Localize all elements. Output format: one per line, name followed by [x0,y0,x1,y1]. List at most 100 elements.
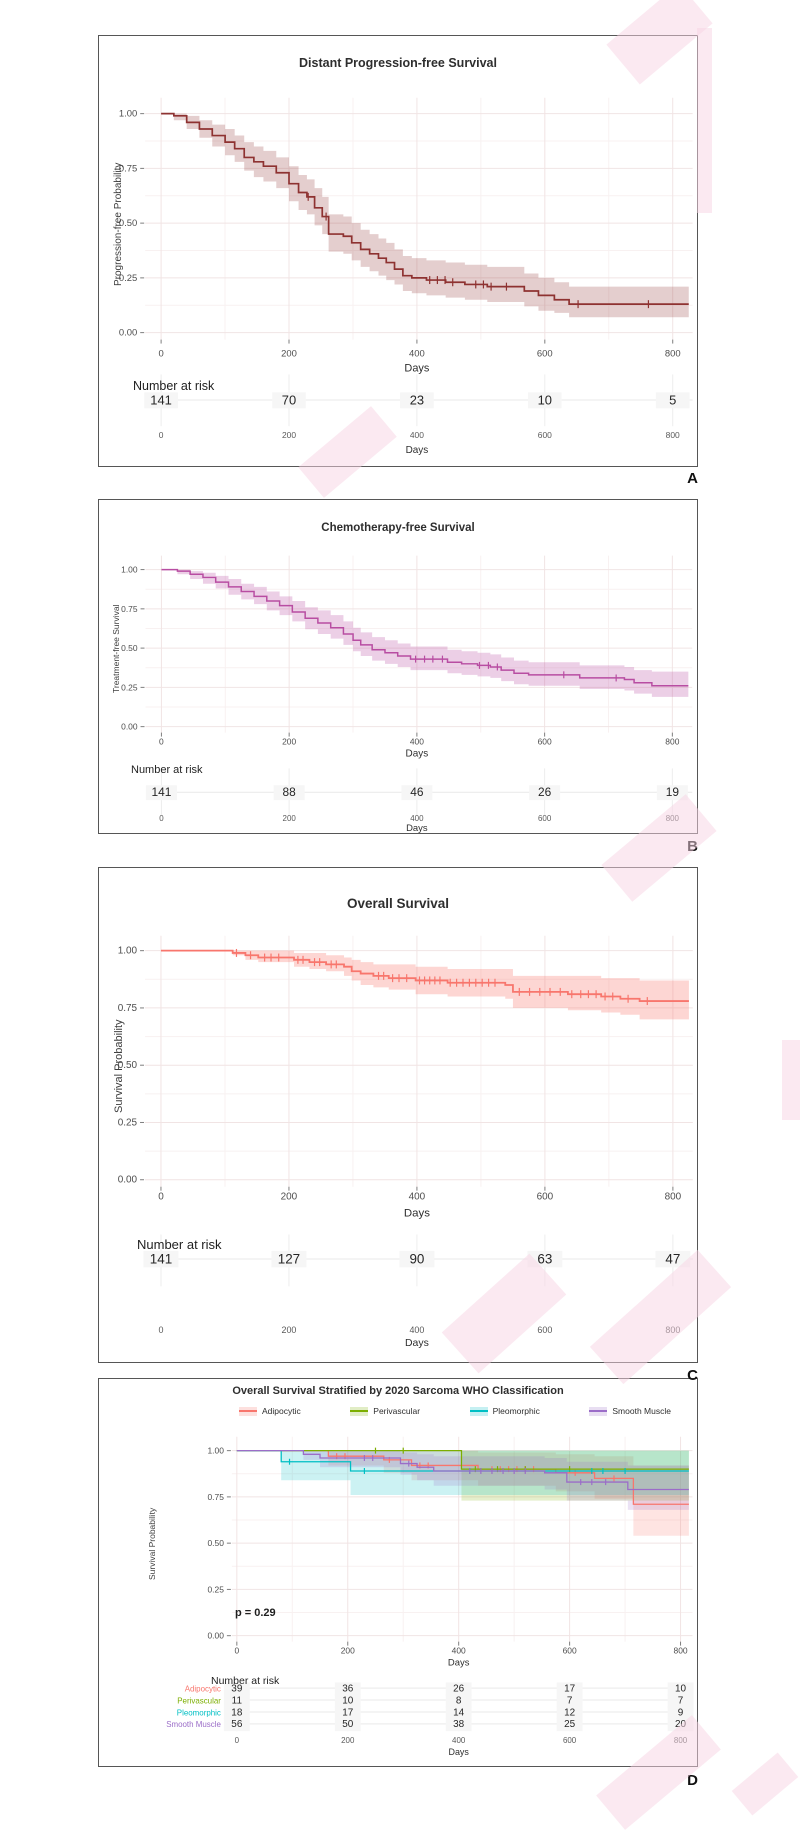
panel-a-title: Distant Progression-free Survival [299,56,497,70]
panel-c-y-axis-label: Survival Probability [113,1019,125,1113]
risk-axis-tick-label: 800 [666,814,680,823]
x-tick-label: 200 [281,349,297,360]
x-tick-label: 0 [234,1646,239,1656]
risk-count: 26 [453,1683,465,1694]
risk-count: 47 [665,1251,680,1266]
risk-count: 46 [410,785,424,799]
legend-label: Pleomorphic [492,1406,540,1416]
risk-count-bg [271,1250,307,1268]
legend-swatch-icon [469,1406,488,1416]
x-tick-label: 600 [563,1646,577,1656]
risk-axis-tick-label: 400 [410,430,424,440]
risk-count-bg [445,1682,472,1696]
panel-a-risk-header: Number at risk [133,379,215,393]
risk-count: 141 [150,1251,172,1266]
x-tick-label: 800 [665,349,681,360]
risk-count: 23 [410,392,424,407]
y-tick-label: 0.00 [207,1631,224,1641]
y-tick-label: 1.00 [207,1446,224,1456]
risk-count: 88 [283,785,297,799]
risk-count: 50 [342,1719,354,1730]
risk-axis-tick-label: 400 [409,1325,424,1335]
x-tick-label: 400 [409,1192,426,1203]
x-tick-label: 0 [159,737,164,747]
panel-d-title: Overall Survival Stratified by 2020 Sarc… [232,1385,564,1397]
risk-count-bg [400,392,434,409]
x-tick-label: 600 [537,349,553,360]
risk-axis-label: Days [405,1338,429,1349]
risk-count: 70 [282,392,296,407]
legend-swatch-icon [350,1406,369,1416]
legend-swatch-icon [239,1406,257,1416]
survival-curve [160,949,689,1002]
panel-a: 0 200 400 600 800 Days 1.00 0.75 0.50 0.25 0.00 141… [98,35,698,467]
y-tick-label: 0.50 [207,1538,224,1548]
y-tick-label: 0.00 [118,1175,138,1186]
risk-count-bg [334,1682,361,1696]
risk-count: 141 [150,392,172,407]
watermark-shape [731,1752,799,1816]
risk-count-bg [334,1718,361,1732]
p-value-annotation: p = 0.29 [235,1607,276,1619]
confidence-band [161,569,689,697]
risk-count: 127 [278,1251,300,1266]
risk-count: 11 [232,1695,243,1706]
risk-axis-tick-label: 200 [283,814,297,823]
risk-count: 19 [666,785,680,799]
risk-axis-tick-label: 600 [563,1736,577,1745]
y-tick-label: 0.75 [119,163,137,174]
risk-axis-tick-label: 400 [410,814,424,823]
legend-label: Perivascular [373,1406,421,1416]
y-tick-label: 0.50 [119,218,137,229]
panel-c-risk-header: Number at risk [137,1237,222,1252]
y-tick-label: 0.00 [119,328,137,339]
y-tick-label: 1.00 [118,946,138,957]
x-tick-label: 600 [537,1192,554,1203]
panel-d-y-axis-label: Survival Probability [147,1507,157,1581]
survival-curve [236,1449,689,1470]
risk-count-bg [445,1706,472,1720]
x-tick-label: 200 [341,1646,355,1656]
x-axis-label: Days [406,748,429,759]
risk-count: 26 [538,785,552,799]
risk-count-bg [655,392,690,409]
risk-count-bg [145,785,177,801]
legend-item: Perivascular [350,1406,420,1416]
x-tick-label: 0 [158,1192,164,1203]
y-tick-label: 1.00 [119,109,137,120]
x-tick-label: 400 [409,349,425,360]
confidence-band [160,950,689,1020]
risk-count-bg [445,1718,472,1732]
legend-item: Adipocytic [239,1406,301,1416]
confidence-band [236,1450,689,1501]
risk-count: 18 [231,1707,243,1718]
panel-a-letter: A [687,470,698,487]
survival-curve [161,112,689,305]
risk-axis-tick-label: 600 [538,814,552,823]
y-tick-label: 0.75 [121,604,138,614]
risk-count: 9 [678,1707,684,1718]
risk-row-label: Adipocytic [185,1684,221,1693]
risk-row-label: Perivascular [177,1696,221,1705]
y-tick-label: 0.50 [121,643,138,653]
risk-count-bg [334,1694,361,1708]
risk-count: 7 [678,1695,684,1706]
risk-count: 39 [231,1683,243,1694]
risk-count-bg [667,1682,694,1696]
panel-d: 0 200 400 600 800 Days 1.00 0.75 0.50 0.25 0.00 Adi… [98,1378,698,1767]
risk-count: 63 [537,1251,552,1266]
survival-curve [161,568,689,687]
y-tick-label: 0.50 [118,1060,138,1071]
panel-b-title: Chemotherapy-free Survival [321,522,475,534]
y-tick-label: 0.25 [121,682,138,692]
panel-a-y-axis-label: Progression-free Probability [113,162,124,286]
risk-count: 7 [567,1695,573,1706]
km-plot-c: 0 200 400 600 800 Days 1.00 0.75 0.50 0.25 0.00 141… [118,935,693,1349]
risk-row-label: Smooth Muscle [166,1720,221,1729]
confidence-band [236,1450,689,1510]
risk-count-bg [556,1718,583,1732]
risk-count-bg [399,1250,435,1268]
x-axis-label: Days [404,1208,430,1220]
risk-count-bg [667,1694,694,1708]
y-tick-label: 0.75 [207,1492,224,1502]
